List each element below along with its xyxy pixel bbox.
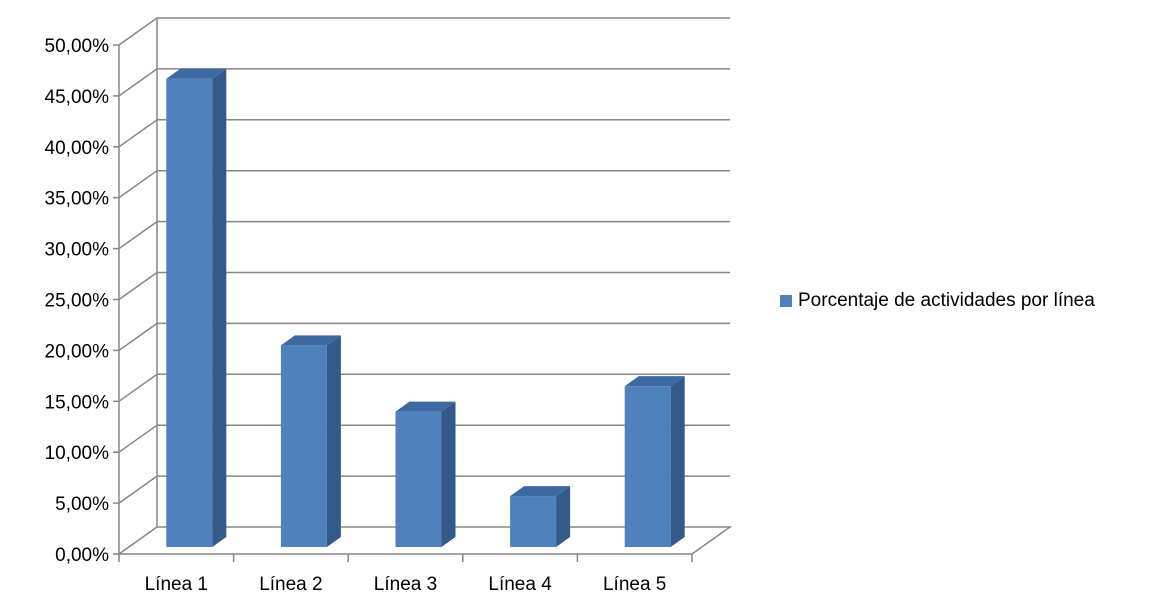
- bar-front: [510, 496, 557, 547]
- legend-label: Porcentaje de actividades por línea: [798, 290, 1095, 311]
- bar-top: [510, 486, 571, 497]
- gridline-diagonal: [118, 475, 158, 504]
- y-tick-label: 30,00%: [45, 240, 110, 261]
- axes: [113, 18, 733, 562]
- bar-front: [280, 345, 327, 547]
- bar: [166, 68, 227, 547]
- bar-front: [624, 386, 671, 547]
- bar: [510, 486, 571, 547]
- legend-swatch: [780, 295, 792, 307]
- x-tick-label: Línea 2: [259, 574, 322, 595]
- y-tick-label: 10,00%: [45, 443, 110, 464]
- y-tick-label: 35,00%: [45, 189, 110, 210]
- x-tick-label: Línea 3: [374, 574, 437, 595]
- floor: [116, 526, 733, 555]
- x-tick-label: Línea 1: [145, 574, 208, 595]
- bar-side: [441, 401, 456, 547]
- bars: [166, 68, 685, 547]
- y-tick-label: 0,00%: [55, 545, 109, 566]
- gridline-diagonal: [118, 68, 158, 97]
- gridline-diagonal: [118, 17, 158, 46]
- x-tick-label: Línea 5: [603, 574, 666, 595]
- bar-side: [212, 68, 227, 547]
- y-tick-label: 45,00%: [45, 87, 110, 108]
- bar-front: [395, 411, 442, 547]
- gridline-diagonal: [118, 373, 158, 402]
- bar: [280, 335, 341, 547]
- bar-top: [395, 401, 456, 412]
- gridline-diagonal: [118, 170, 158, 199]
- bar-side: [556, 486, 571, 547]
- legend: Porcentaje de actividades por línea: [780, 290, 1095, 312]
- bar-side: [670, 376, 685, 547]
- bar: [395, 401, 456, 547]
- bar-top: [166, 68, 227, 79]
- y-tick-label: 25,00%: [45, 291, 110, 312]
- gridlines: [118, 17, 730, 504]
- gridline-diagonal: [118, 271, 158, 301]
- x-tick-label: Línea 4: [488, 574, 552, 595]
- bar-side: [326, 335, 341, 547]
- bar-top: [280, 335, 341, 346]
- y-tick-label: 5,00%: [55, 494, 109, 515]
- bar: [624, 376, 685, 547]
- labels: 0,00% 5,00% 10,00% 15,00% 20,00% 25,00% 30,00%…: [45, 36, 667, 595]
- gridline-diagonal: [118, 119, 158, 148]
- y-tick-label: 50,00%: [45, 36, 110, 57]
- y-tick-label: 15,00%: [45, 392, 110, 413]
- y-tick-label: 20,00%: [45, 341, 110, 362]
- y-tick-label: 40,00%: [45, 138, 110, 159]
- gridline-diagonal: [118, 220, 158, 250]
- bar-front: [166, 78, 213, 547]
- gridline-diagonal: [118, 322, 158, 352]
- bar-top: [624, 376, 685, 387]
- gridline-diagonal: [118, 424, 158, 453]
